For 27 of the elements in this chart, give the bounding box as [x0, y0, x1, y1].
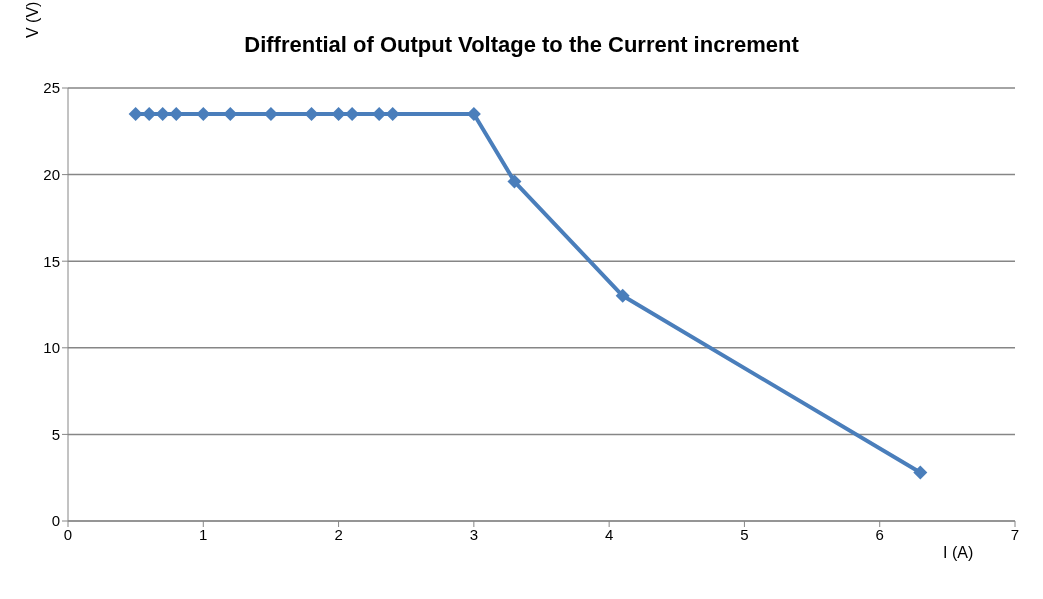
point: [128, 106, 143, 121]
y-tick-label: 0: [51, 512, 60, 530]
x-tick-label: 5: [740, 525, 749, 543]
y-tick-label: 15: [43, 252, 60, 270]
x-tick-label: 0: [63, 525, 73, 543]
x-tick-label: 6: [875, 525, 884, 543]
point: [155, 106, 170, 121]
point: [913, 465, 928, 480]
y-tick-label: 20: [43, 165, 60, 183]
x-tick-label: 2: [334, 525, 343, 543]
x-axis-title: I (A): [943, 544, 974, 562]
x-tick-label: 4: [604, 525, 614, 543]
x-tick-label: 1: [199, 525, 208, 543]
point: [304, 106, 319, 121]
y-tick-label: 10: [43, 339, 60, 357]
y-tick-label: 5: [51, 425, 60, 443]
point: [196, 106, 211, 121]
y-tick-label: 25: [43, 79, 60, 97]
point: [223, 106, 238, 121]
point: [331, 106, 346, 121]
x-tick-label: 3: [469, 525, 479, 543]
x-tick-label: 7: [1010, 525, 1020, 543]
point: [385, 106, 400, 121]
point: [507, 174, 522, 189]
y-axis-title: V (V): [24, 1, 42, 38]
chart-title: Diffrential of Output Voltage to the Current increment: [244, 32, 799, 57]
point: [615, 288, 630, 303]
